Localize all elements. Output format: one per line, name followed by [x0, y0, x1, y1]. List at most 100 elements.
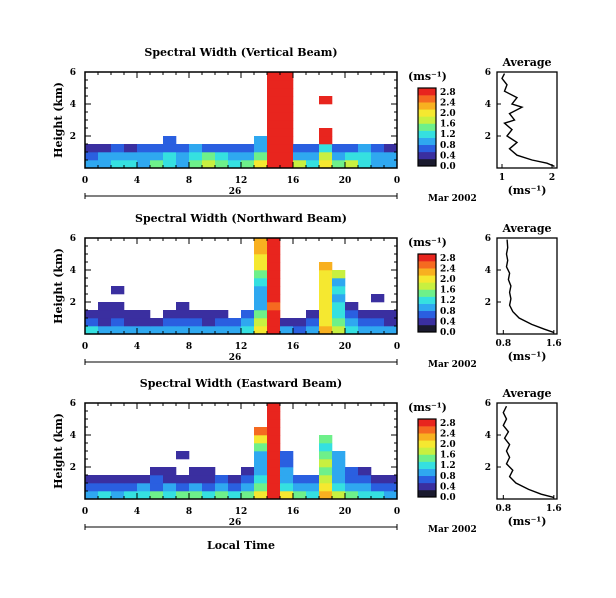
heatmap-cell — [254, 459, 268, 468]
heatmap-cell — [215, 491, 229, 500]
date-label: Mar 2002 — [428, 360, 477, 370]
heatmap-cell — [111, 483, 125, 492]
heatmap-cell — [332, 459, 346, 468]
heatmap-cell — [202, 483, 216, 492]
x-tick-label: 20 — [339, 507, 352, 517]
heatmap-cell — [189, 483, 203, 492]
heatmap-cell — [332, 302, 346, 311]
heatmap-cell — [124, 483, 138, 492]
heatmap-cell — [267, 310, 281, 319]
heatmap-cell — [254, 270, 268, 279]
colorbar-segment — [418, 130, 436, 138]
heatmap-cell — [267, 491, 281, 500]
day-label: 26 — [229, 187, 242, 197]
x-tick-label: 16 — [287, 176, 300, 186]
heatmap-cell — [267, 112, 281, 121]
heatmap-cell — [267, 136, 281, 145]
heatmap-cell — [241, 475, 255, 484]
heatmap-cell — [319, 310, 333, 319]
heatmap-cell — [384, 491, 398, 500]
heatmap-cell — [254, 427, 268, 436]
heatmap-cell — [176, 160, 190, 169]
heatmap-cell — [241, 152, 255, 161]
heatmap-cell — [228, 144, 242, 153]
heatmap-cell — [241, 326, 255, 335]
heatmap-cell — [319, 270, 333, 279]
heatmap-cell — [280, 160, 294, 169]
x-tick-label: 12 — [235, 342, 248, 352]
heatmap-cell — [124, 491, 138, 500]
heatmap-cell — [267, 88, 281, 97]
average-frame — [496, 237, 558, 335]
y-tick-label: 2 — [70, 298, 76, 308]
heatmap-cell — [163, 144, 177, 153]
colorbar-tick-label: 2.8 — [440, 419, 456, 429]
heatmap-cell — [358, 467, 372, 476]
heatmap-cell — [267, 72, 281, 81]
colorbar-unit: (ms⁻¹) — [408, 236, 447, 249]
heatmap-cell — [111, 326, 125, 335]
heatmap-cell — [267, 294, 281, 303]
heatmap-cell — [280, 128, 294, 137]
heatmap-cell — [371, 475, 385, 484]
heatmap-cell — [293, 152, 307, 161]
heatmap-cell — [254, 294, 268, 303]
colorbar-tick-label: 0.4 — [440, 482, 456, 492]
heatmap-cell — [215, 160, 229, 169]
heatmap-cell — [332, 144, 346, 153]
heatmap-cell — [228, 160, 242, 169]
heatmap-cell — [280, 326, 294, 335]
heatmap-cell — [254, 286, 268, 295]
average-profile-line — [501, 73, 555, 168]
colorbar-segment — [418, 317, 436, 326]
colorbar-segment — [418, 261, 436, 269]
colorbar-tick-label: 2.8 — [440, 88, 456, 98]
colorbar-segment — [418, 324, 436, 333]
colorbar-tick-label: 0.0 — [440, 162, 456, 172]
heatmap-cell — [345, 302, 359, 311]
heatmap-cell — [163, 467, 177, 476]
heatmap-cell — [319, 475, 333, 484]
heatmap-cell — [254, 136, 268, 145]
heatmap-cell — [267, 419, 281, 428]
colorbar-unit: (ms⁻¹) — [408, 70, 447, 83]
heatmap-cell — [267, 467, 281, 476]
heatmap-cell — [189, 467, 203, 476]
heatmap-cell — [267, 104, 281, 113]
panel-title: Spectral Width (Northward Beam) — [135, 212, 347, 225]
colorbar-segment — [418, 275, 436, 283]
heatmap-cell — [176, 310, 190, 319]
heatmap-cell — [150, 483, 164, 492]
heatmap-cell — [111, 318, 125, 327]
heatmap-cell — [189, 475, 203, 484]
heatmap-cell — [280, 475, 294, 484]
colorbar-tick-label: 2.0 — [440, 440, 456, 450]
x-tick-label: 0 — [394, 342, 400, 352]
heatmap-cell — [306, 318, 320, 327]
colorbar-segment — [418, 102, 436, 110]
heatmap-cell — [332, 326, 346, 335]
heatmap-cell — [202, 326, 216, 335]
heatmap-cell — [189, 318, 203, 327]
heatmap-cell — [280, 451, 294, 460]
heatmap-cell — [358, 318, 372, 327]
heatmap-cell — [319, 459, 333, 468]
heatmap-cell — [280, 88, 294, 97]
heatmap-cell — [319, 467, 333, 476]
heatmap-cell — [267, 160, 281, 169]
x-tick-label: 8 — [186, 507, 192, 517]
heatmap-cell — [176, 302, 190, 311]
heatmap-cell — [267, 144, 281, 153]
y-tick-label: 2 — [70, 132, 76, 142]
heatmap-cell — [254, 160, 268, 169]
heatmap-cell — [280, 483, 294, 492]
heatmap-cell — [254, 310, 268, 319]
heatmap-cell — [98, 475, 112, 484]
heatmap-cell — [306, 491, 320, 500]
average-profile-line — [505, 239, 555, 334]
colorbar-tick-label: 0.4 — [440, 151, 456, 161]
colorbar-tick-label: 1.6 — [440, 286, 456, 296]
colorbar-tick-label: 2.0 — [440, 275, 456, 285]
heatmap-cell — [371, 310, 385, 319]
